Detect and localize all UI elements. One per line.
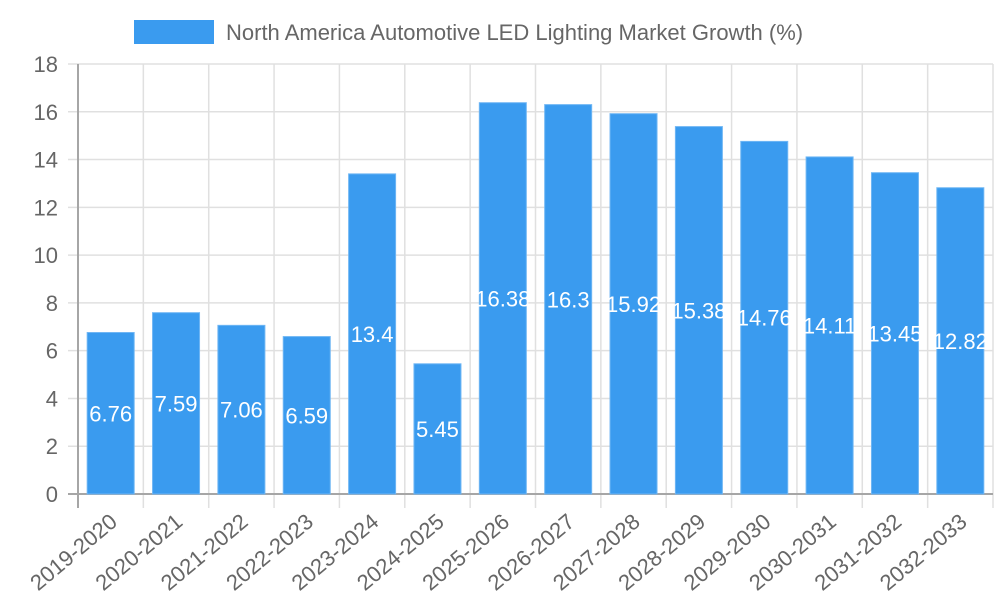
bar[interactable] xyxy=(478,102,527,495)
bar[interactable] xyxy=(674,126,723,495)
x-axis-ticks: 2019-20202020-20212021-20222022-20232023… xyxy=(25,509,971,596)
grid xyxy=(68,63,994,508)
bar-data-label: 6.76 xyxy=(89,401,132,426)
y-tick-label: 8 xyxy=(46,291,58,316)
bar-data-label: 13.4 xyxy=(351,322,394,347)
bar[interactable] xyxy=(740,140,789,495)
bar-data-label: 5.45 xyxy=(416,417,459,442)
bar[interactable] xyxy=(805,156,854,495)
y-tick-label: 0 xyxy=(46,482,58,507)
bar-data-label: 15.38 xyxy=(671,298,726,323)
bar[interactable] xyxy=(413,363,462,495)
bar[interactable] xyxy=(936,187,985,495)
legend-label[interactable]: North America Automotive LED Lighting Ma… xyxy=(226,20,803,45)
y-tick-label: 6 xyxy=(46,339,58,364)
bar[interactable] xyxy=(152,312,201,495)
bar-data-label: 13.45 xyxy=(867,321,922,346)
bar-data-label: 14.76 xyxy=(737,306,792,331)
y-tick-label: 2 xyxy=(46,434,58,459)
bar[interactable] xyxy=(348,173,397,495)
axes xyxy=(68,64,993,508)
bar[interactable] xyxy=(609,113,658,495)
y-axis-ticks: 0 2 4 6 8 10 12 14 16 18 xyxy=(34,52,58,507)
bar[interactable] xyxy=(544,104,593,495)
y-tick-label: 10 xyxy=(34,243,58,268)
bar-data-label: 7.06 xyxy=(220,398,263,423)
bar[interactable] xyxy=(870,172,919,495)
bars xyxy=(86,102,985,495)
bar[interactable] xyxy=(217,324,266,495)
bar[interactable] xyxy=(282,336,331,495)
y-tick-label: 4 xyxy=(46,386,58,411)
bar-data-label: 16.3 xyxy=(547,287,590,312)
bar-data-label: 15.92 xyxy=(606,292,661,317)
bar[interactable] xyxy=(86,332,135,495)
y-tick-label: 16 xyxy=(34,100,58,125)
bar-data-label: 6.59 xyxy=(285,403,328,428)
bar-data-label: 14.11 xyxy=(803,313,856,338)
bar-labels: 6.76 7.59 7.06 6.59 13.4 5.45 16.38 16.3 15.92 15… xyxy=(89,286,988,442)
legend[interactable]: North America Automotive LED Lighting Ma… xyxy=(134,20,803,45)
y-tick-label: 12 xyxy=(34,195,58,220)
y-tick-label: 14 xyxy=(34,148,58,173)
bar-data-label: 12.82 xyxy=(933,329,988,354)
y-tick-label: 18 xyxy=(34,52,58,77)
legend-swatch[interactable] xyxy=(134,20,214,44)
bar-data-label: 16.38 xyxy=(475,286,530,311)
bar-data-label: 7.59 xyxy=(155,391,198,416)
